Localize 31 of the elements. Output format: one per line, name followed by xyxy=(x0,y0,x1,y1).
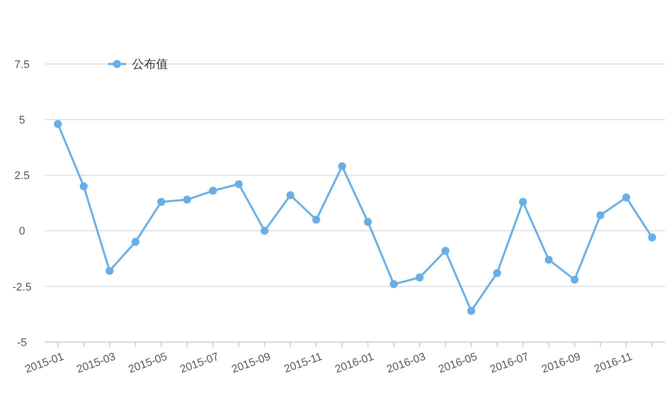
point xyxy=(493,269,502,278)
point xyxy=(234,180,243,188)
y-tick-label: 7.5 xyxy=(14,58,30,71)
y-tick-label: 2.5 xyxy=(14,170,30,182)
y-tick-label: 0 xyxy=(18,226,26,238)
point xyxy=(131,238,140,246)
point xyxy=(157,198,166,206)
point xyxy=(364,218,372,226)
point xyxy=(467,306,476,315)
point xyxy=(544,256,553,264)
y-tick-label: 5 xyxy=(18,114,26,126)
point xyxy=(441,246,450,255)
point xyxy=(260,226,269,235)
point xyxy=(183,196,192,204)
point xyxy=(518,198,527,206)
point xyxy=(648,233,656,242)
point xyxy=(286,191,294,200)
point xyxy=(54,120,62,128)
point xyxy=(622,193,630,202)
point xyxy=(80,182,88,190)
point xyxy=(416,274,424,282)
y-tick-label: -5 xyxy=(17,336,27,349)
legend-label: 公布值 xyxy=(132,57,168,72)
point xyxy=(338,162,346,170)
point xyxy=(106,266,114,275)
point xyxy=(208,186,217,195)
point xyxy=(312,216,320,224)
point xyxy=(570,276,579,284)
y-tick-label: -2.5 xyxy=(12,281,32,294)
point xyxy=(596,211,604,220)
point xyxy=(390,280,398,288)
